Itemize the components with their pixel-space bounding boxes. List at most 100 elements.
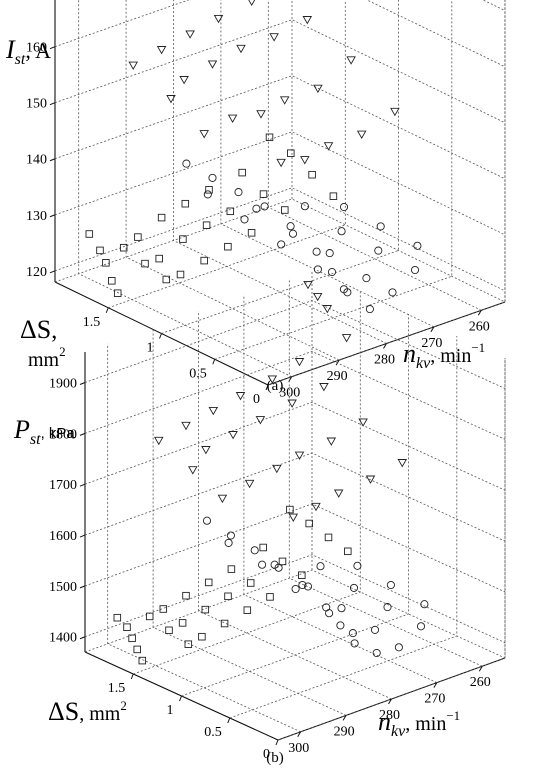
data-point-circle bbox=[410, 265, 420, 275]
z-tick-label: 140 bbox=[26, 153, 47, 168]
y-gridline bbox=[161, 0, 399, 334]
y-tick bbox=[265, 384, 269, 391]
data-point-circle bbox=[365, 305, 374, 314]
data-point-circle bbox=[416, 622, 426, 631]
data-point-square bbox=[198, 632, 206, 641]
x-gridline bbox=[288, 278, 483, 667]
data-point-square bbox=[179, 235, 187, 243]
data-point-triangle bbox=[365, 475, 376, 484]
data-point-square bbox=[259, 543, 267, 552]
data-point-triangle bbox=[294, 451, 305, 461]
data-point-triangle bbox=[302, 16, 313, 25]
data-point-triangle bbox=[319, 383, 329, 392]
data-point-square bbox=[246, 579, 255, 587]
data-point-circle bbox=[203, 190, 212, 199]
x-gridline bbox=[152, 327, 347, 716]
y-tick bbox=[212, 359, 216, 365]
z-tick-label: 1500 bbox=[49, 580, 77, 595]
z-gridline bbox=[84, 503, 506, 593]
data-point-triangle bbox=[397, 459, 408, 468]
data-point-square bbox=[162, 275, 171, 284]
data-point-square bbox=[329, 192, 338, 200]
data-point-triangle bbox=[244, 479, 255, 489]
data-point-triangle bbox=[213, 14, 224, 24]
x-tick-label: 290 bbox=[334, 724, 355, 739]
data-point-square bbox=[204, 578, 213, 587]
z-gridline bbox=[84, 300, 506, 389]
data-point-square bbox=[265, 133, 274, 142]
data-point-circle bbox=[226, 531, 235, 540]
y-tick-label: 0.5 bbox=[204, 725, 222, 740]
x-gridline bbox=[220, 0, 435, 328]
data-point-circle bbox=[250, 546, 259, 555]
z-tick bbox=[49, 46, 56, 50]
data-point-circle bbox=[202, 516, 212, 525]
panel-a-grid bbox=[54, 0, 506, 386]
data-point-circle bbox=[353, 561, 362, 570]
data-point-square bbox=[159, 605, 168, 613]
panel-a-z-axis-label: Ist, A bbox=[5, 35, 51, 68]
z-gridline bbox=[54, 0, 506, 68]
data-point-triangle bbox=[156, 46, 167, 55]
data-point-triangle bbox=[287, 399, 297, 408]
data-point-triangle bbox=[236, 44, 246, 54]
y-gridline bbox=[229, 336, 458, 719]
z-gridline bbox=[84, 350, 506, 440]
y-tick-label: 1.5 bbox=[83, 315, 101, 330]
z-gridline bbox=[84, 401, 506, 491]
y-tick bbox=[179, 695, 182, 702]
data-point-square bbox=[165, 626, 173, 635]
data-point-triangle bbox=[228, 431, 238, 440]
data-point-triangle bbox=[208, 406, 219, 416]
data-point-square bbox=[178, 619, 187, 627]
z-gridline bbox=[54, 187, 506, 292]
data-point-circle bbox=[374, 246, 383, 255]
z-tick bbox=[79, 534, 86, 538]
data-point-circle bbox=[316, 562, 325, 571]
data-point-triangle bbox=[279, 96, 290, 105]
data-point-triangle bbox=[303, 280, 313, 290]
data-point-square bbox=[259, 190, 268, 198]
data-point-triangle bbox=[300, 156, 310, 165]
x-tick-label: 270 bbox=[424, 692, 445, 707]
y-tick-label: 1 bbox=[167, 703, 174, 718]
x-gridline bbox=[107, 343, 301, 733]
data-point-square bbox=[220, 619, 229, 628]
data-point-square bbox=[181, 199, 190, 208]
data-point-circle bbox=[336, 621, 345, 630]
data-point-circle bbox=[376, 222, 385, 231]
data-point-triangle bbox=[188, 466, 198, 475]
data-point-square bbox=[305, 519, 313, 528]
data-point-triangle bbox=[256, 110, 266, 119]
data-point-circle bbox=[362, 274, 371, 283]
z-tick bbox=[79, 483, 86, 487]
data-point-circle bbox=[350, 639, 359, 648]
panel-b-x-axis-label: nkv, min−1 bbox=[378, 707, 460, 740]
y-tick bbox=[275, 739, 279, 746]
y-tick-label: 1.5 bbox=[108, 681, 126, 696]
data-point-square bbox=[243, 606, 252, 614]
data-point-square bbox=[123, 623, 131, 631]
data-point-circle bbox=[240, 215, 249, 224]
data-point-square bbox=[224, 242, 232, 251]
data-point-circle bbox=[325, 249, 334, 258]
y-tick-label: 0 bbox=[253, 392, 260, 407]
data-point-square bbox=[344, 547, 352, 556]
data-point-circle bbox=[258, 560, 267, 569]
data-point-square bbox=[113, 613, 122, 622]
data-point-square bbox=[226, 207, 235, 216]
panel-a-markers bbox=[85, 0, 422, 314]
data-point-square bbox=[108, 277, 116, 285]
y-tick bbox=[159, 333, 162, 339]
data-point-square bbox=[200, 256, 208, 265]
x-gridline bbox=[78, 0, 292, 378]
z-tick-label: 1800 bbox=[49, 427, 77, 442]
x-tick bbox=[335, 359, 340, 366]
data-point-circle bbox=[286, 222, 295, 231]
y-gridline bbox=[108, 0, 346, 309]
data-point-square bbox=[145, 612, 154, 621]
z-tick-label: 160 bbox=[26, 41, 47, 56]
data-point-triangle bbox=[207, 60, 218, 69]
data-point-square bbox=[128, 634, 136, 643]
